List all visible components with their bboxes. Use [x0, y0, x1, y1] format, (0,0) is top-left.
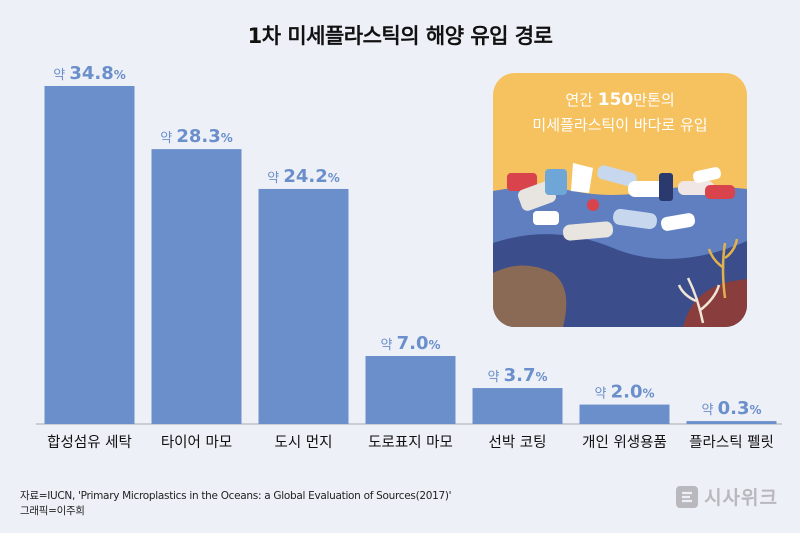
- reef-rock: [683, 279, 747, 327]
- category-label-5: 선박 코팅: [489, 434, 547, 451]
- logo-text: 시사위크: [704, 487, 778, 509]
- value-label-1: 약 34.8%: [53, 63, 126, 84]
- rock: [493, 265, 567, 327]
- value-label-7: 약 0.3%: [701, 398, 761, 419]
- value-label-2: 약 28.3%: [160, 126, 233, 147]
- category-label-4: 도로표지 마모: [368, 434, 453, 451]
- bar-3: [258, 188, 349, 424]
- ocean-plastic-illustration: [493, 73, 747, 327]
- category-label-1: 합성섬유 세탁: [47, 434, 132, 451]
- floating-plastics: [507, 163, 735, 241]
- coral-yellow: [707, 238, 739, 299]
- value-label-6: 약 2.0%: [594, 382, 654, 403]
- bar-1: [44, 86, 135, 424]
- caption-line-2: 미세플라스틱이 바다로 유입: [532, 116, 708, 134]
- caption-highlight: 150: [597, 90, 634, 110]
- source-note: 자료=IUCN, 'Primary Microplastics in the O…: [20, 490, 452, 502]
- bar-5: [472, 388, 563, 424]
- bar-6: [579, 404, 670, 424]
- value-label-4: 약 7.0%: [380, 333, 440, 354]
- category-label-7: 플라스틱 펠릿: [689, 434, 774, 451]
- category-label-3: 도시 먼지: [275, 434, 333, 451]
- bar-2: [151, 149, 242, 424]
- category-label-6: 개인 위생용품: [582, 434, 667, 451]
- caption-pre: 연간: [565, 91, 598, 109]
- graphic-credit: 그래픽=이주희: [20, 505, 85, 517]
- category-label-2: 타이어 마모: [161, 434, 232, 451]
- chart-title: 1차 미세플라스틱의 해양 유입 경로: [247, 24, 553, 48]
- sisaweek-logo: 시사위크: [674, 483, 778, 510]
- coral-white: [677, 277, 721, 324]
- bar-7: [686, 421, 777, 424]
- sisaweek-logo-icon: [676, 485, 699, 508]
- caption-line-1: 연간 150만톤의: [493, 88, 747, 113]
- bar-4: [365, 356, 456, 424]
- caption-post: 만톤의: [633, 91, 675, 109]
- value-label-5: 약 3.7%: [487, 365, 547, 386]
- illustration-caption: 연간 150만톤의 미세플라스틱이 바다로 유입: [493, 88, 747, 138]
- value-label-3: 약 24.2%: [267, 166, 340, 187]
